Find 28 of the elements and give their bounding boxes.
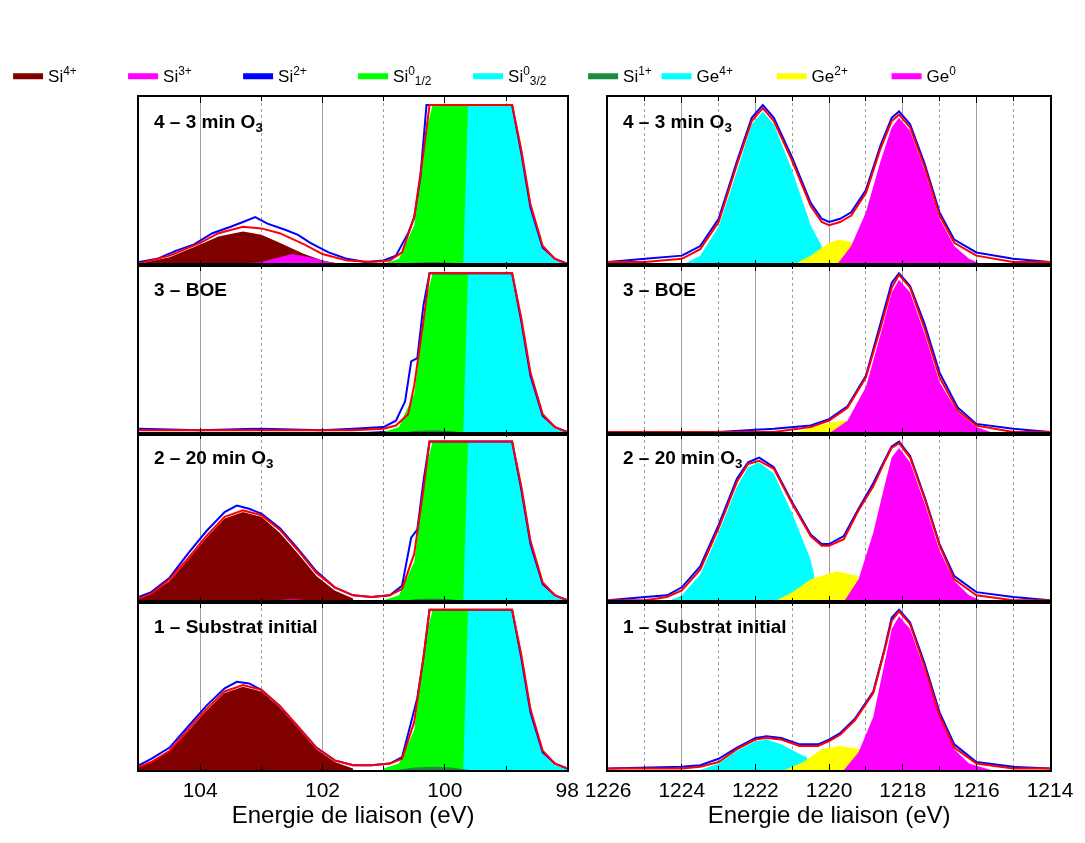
x-tick-label: 1224 — [658, 777, 706, 801]
x-tick-label: 104 — [182, 777, 218, 801]
text: Ge$^{4+}$ — [696, 63, 733, 86]
annotation: 2 – 20 min O$_{3}$ — [623, 447, 743, 471]
x-tick-label: 1218 — [879, 777, 927, 801]
x-tick-label: 100 — [427, 777, 463, 801]
annotation: 1 – Substrat initial — [154, 616, 318, 637]
legend-label: Si$^{1+}$ — [623, 63, 652, 86]
annotation: 2 – 20 min O$_{3}$ — [154, 447, 274, 471]
annotation: 1 – Substrat initial — [623, 616, 787, 637]
annotation: 4 – 3 min O$_{3}$ — [623, 111, 732, 135]
x-tick-label: 1222 — [732, 777, 779, 801]
legend-label: Ge$^{0}$ — [926, 63, 957, 86]
annotation: 3 – BOE — [623, 279, 696, 300]
x-tick-label: 1220 — [805, 777, 853, 801]
legend-label: Ge$^{2+}$ — [811, 63, 848, 86]
legend-label: Si$^{3+}$ — [163, 63, 192, 86]
x-axis-title: Energie de liaison (eV) — [707, 800, 951, 828]
annotation: 3 – BOE — [154, 279, 227, 300]
legend-label: Si$^{4+}$ — [48, 63, 77, 86]
x-tick-label: 98 — [555, 777, 579, 801]
x-tick-label: 1226 — [584, 777, 632, 801]
x-axis-title: Energie de liaison (eV) — [231, 800, 475, 828]
x-tick-label: 102 — [304, 777, 341, 801]
legend-label: Si$^{2+}$ — [278, 63, 307, 86]
x-tick-label: 1216 — [953, 777, 1000, 801]
annotation: 4 – 3 min O$_{3}$ — [154, 111, 263, 135]
x-tick-label: 1214 — [1026, 777, 1074, 801]
